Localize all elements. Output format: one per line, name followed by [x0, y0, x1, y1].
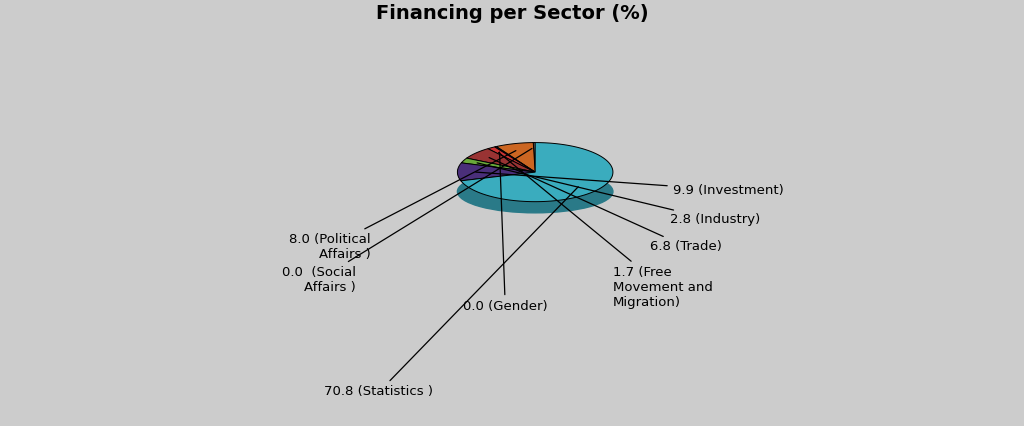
Title: Financing per Sector (%): Financing per Sector (%)	[376, 4, 648, 23]
Text: 1.7 (Free
Movement and
Migration): 1.7 (Free Movement and Migration)	[499, 153, 713, 309]
Polygon shape	[458, 169, 536, 192]
Polygon shape	[495, 147, 536, 172]
Polygon shape	[462, 158, 536, 172]
Ellipse shape	[458, 170, 613, 213]
Polygon shape	[461, 143, 613, 201]
Polygon shape	[467, 149, 536, 172]
Text: 70.8 (Statistics ): 70.8 (Statistics )	[325, 187, 579, 398]
Polygon shape	[461, 170, 613, 201]
Polygon shape	[487, 147, 536, 172]
Text: 8.0 (Political
Affairs ): 8.0 (Political Affairs )	[289, 151, 516, 261]
Polygon shape	[534, 143, 536, 172]
Text: 2.8 (Industry): 2.8 (Industry)	[477, 163, 760, 227]
Text: 0.0  (Social
Affairs ): 0.0 (Social Affairs )	[282, 149, 532, 294]
Text: 9.9 (Investment): 9.9 (Investment)	[476, 172, 783, 196]
Text: 6.8 (Trade): 6.8 (Trade)	[489, 158, 722, 253]
Polygon shape	[497, 143, 536, 172]
Polygon shape	[458, 163, 536, 181]
Text: 0.0 (Gender): 0.0 (Gender)	[463, 152, 548, 313]
